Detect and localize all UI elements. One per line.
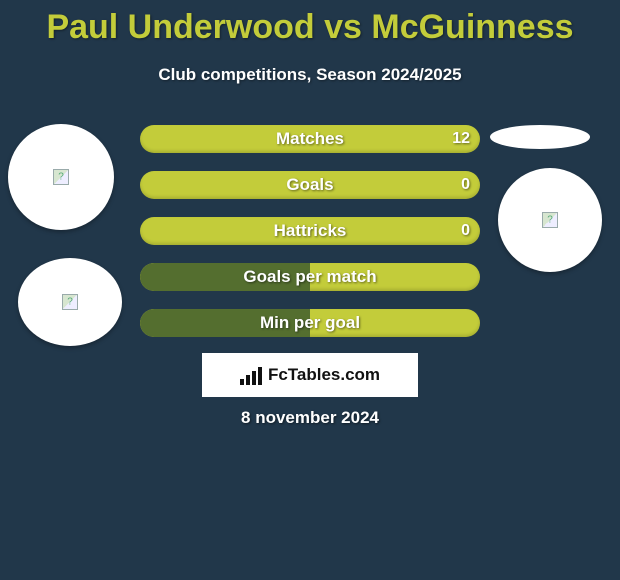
bar-goals: Goals 0 [140,171,480,199]
bar-label: Matches [140,129,480,149]
ellipse-right-top [490,125,590,149]
comparison-bars: Matches 12 Goals 0 Hattricks 0 Goals per… [140,125,480,355]
footer-date: 8 november 2024 [0,408,620,428]
bar-label: Goals per match [140,267,480,287]
avatar-right [498,168,602,272]
bar-label: Hattricks [140,221,480,241]
logo-text: FcTables.com [268,365,380,385]
placeholder-icon [542,212,558,228]
bar-value: 0 [461,222,470,240]
placeholder-icon [62,294,78,310]
bar-goals-per-match: Goals per match [140,263,480,291]
page-subtitle: Club competitions, Season 2024/2025 [0,65,620,85]
avatar-left-top [8,124,114,230]
bar-value: 12 [452,130,470,148]
bar-matches: Matches 12 [140,125,480,153]
page-title: Paul Underwood vs McGuinness [0,0,620,47]
bar-value: 0 [461,176,470,194]
fctables-logo: FcTables.com [202,353,418,397]
placeholder-icon [53,169,69,185]
logo-bars-icon [240,365,262,385]
avatar-left-bottom [18,258,122,346]
bar-min-per-goal: Min per goal [140,309,480,337]
bar-label: Min per goal [140,313,480,333]
bar-label: Goals [140,175,480,195]
bar-hattricks: Hattricks 0 [140,217,480,245]
